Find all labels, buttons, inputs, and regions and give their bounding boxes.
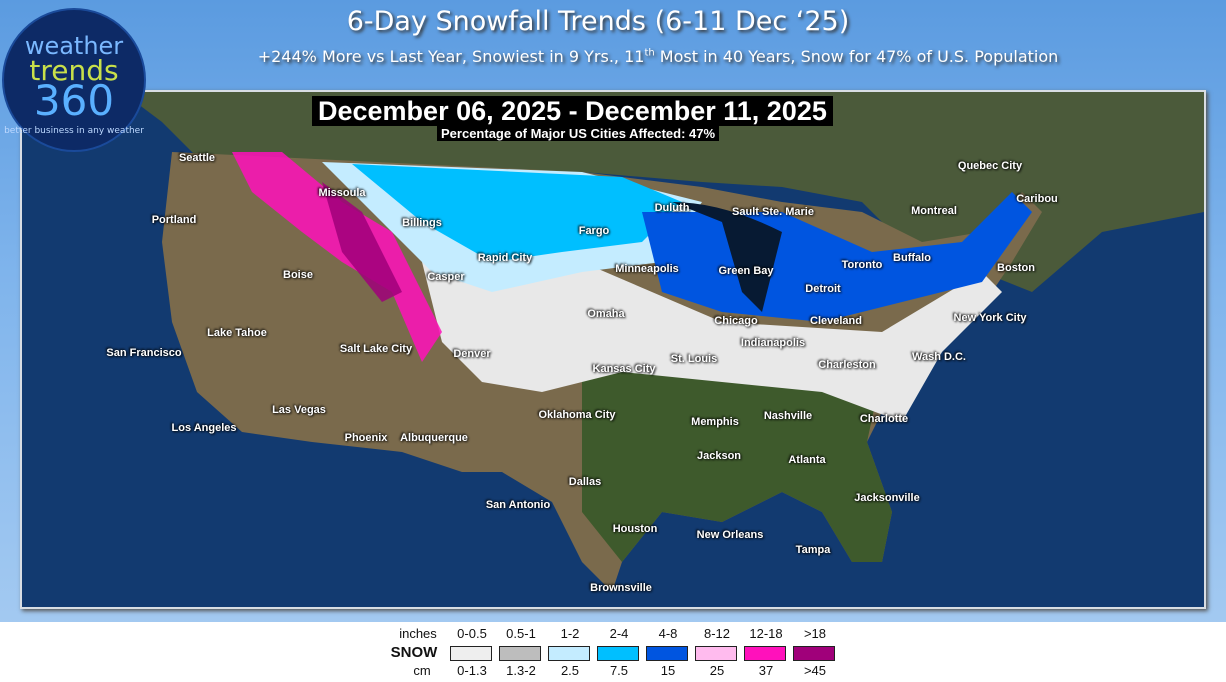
legend-inches-value: 12-18 [749, 626, 783, 641]
southeast-forest [582, 372, 892, 562]
legend-inches-value: 0.5-1 [506, 626, 536, 641]
legend-inches-value: 2-4 [609, 626, 629, 641]
legend-inches-label: inches [399, 626, 437, 641]
city-label: Albuquerque [400, 432, 468, 444]
city-label: Caribou [1016, 193, 1058, 205]
city-label: Charlotte [859, 413, 909, 425]
legend-swatch [695, 646, 737, 661]
city-label: Rapid City [477, 252, 533, 264]
legend-cm-label: cm [413, 663, 431, 678]
city-label: Seattle [178, 152, 216, 164]
city-label: Billings [402, 217, 442, 229]
legend-swatch [499, 646, 541, 661]
city-label: Phoenix [344, 432, 388, 444]
city-label: Missoula [318, 187, 366, 199]
legend-cm-value: 25 [709, 663, 725, 678]
city-label: Dallas [568, 476, 602, 488]
city-label: Los Angeles [171, 422, 237, 434]
logo-line1: weather [24, 32, 124, 60]
subtitle-sup: th [644, 47, 655, 59]
legend-cm-value: 0-1.3 [457, 663, 487, 678]
cities-affected-banner: Percentage of Major US Cities Affected: … [437, 126, 720, 141]
city-label: Kansas City [592, 363, 656, 375]
city-label: Nashville [763, 410, 813, 422]
map-graphic [22, 92, 1204, 607]
snow-purple [322, 182, 402, 302]
legend-inches-value: 8-12 [703, 626, 731, 641]
subtitle-text-end: Most in 40 Years, Snow for 47% of U.S. P… [654, 47, 1059, 66]
legend-cm-value: 7.5 [609, 663, 629, 678]
city-label: Denver [453, 348, 491, 360]
city-label: Portland [151, 214, 197, 226]
city-label: Omaha [587, 308, 625, 320]
city-label: Wash D.C. [912, 351, 966, 363]
city-label: Jacksonville [854, 492, 920, 504]
subtitle-text: +244% More vs Last Year, Snowiest in 9 Y… [257, 47, 645, 66]
city-label: Las Vegas [272, 404, 326, 416]
city-label: New Orleans [696, 529, 764, 541]
city-label: Detroit [805, 283, 841, 295]
city-label: Duluth [654, 202, 690, 214]
logo-line3: 360 [33, 76, 115, 125]
city-label: San Francisco [106, 347, 182, 359]
city-label: New York City [953, 312, 1027, 324]
city-label: Oklahoma City [538, 409, 616, 421]
date-range-banner: December 06, 2025 - December 11, 2025 [312, 96, 833, 126]
city-label: Salt Lake City [339, 343, 413, 355]
legend-inches-value: 4-8 [658, 626, 678, 641]
legend-swatch [450, 646, 492, 661]
city-label: Sault Ste. Marie [732, 206, 814, 218]
city-label: Casper [427, 271, 465, 283]
city-label: Chicago [714, 315, 758, 327]
legend: inches SNOW cm 0-0.5 0-1.3 0.5-1 1.3-2 1-2 2.… [0, 622, 1226, 682]
snow-magenta [232, 152, 442, 362]
legend-cm-value: >45 [803, 663, 827, 678]
city-label: Memphis [691, 416, 739, 428]
city-label: Jackson [696, 450, 742, 462]
city-label: Atlanta [788, 454, 826, 466]
city-label: Tampa [795, 544, 831, 556]
page-title: 6-Day Snowfall Trends (6-11 Dec ‘25) [346, 6, 850, 37]
weathertrends360-logo: weather trends 360 better business in an… [2, 8, 146, 152]
legend-snow-label: SNOW [390, 644, 438, 661]
city-label: Cleveland [810, 315, 862, 327]
snow-great-lakes [672, 202, 782, 312]
city-label: Charleston [818, 359, 876, 371]
city-label: Toronto [841, 259, 883, 271]
logo-tagline: better business in any weather [4, 126, 144, 136]
snowfall-map: December 06, 2025 - December 11, 2025 Pe… [20, 90, 1206, 609]
legend-cm-value: 2.5 [560, 663, 580, 678]
city-label: San Antonio [485, 499, 551, 511]
legend-swatch [548, 646, 590, 661]
legend-swatch [744, 646, 786, 661]
city-label: Brownsville [590, 582, 652, 594]
legend-inches-value: 0-0.5 [457, 626, 487, 641]
city-label: Houston [612, 523, 658, 535]
city-label: Montreal [911, 205, 957, 217]
city-label: Fargo [578, 225, 610, 237]
city-label: Quebec City [957, 160, 1023, 172]
legend-inches-value: 1-2 [560, 626, 580, 641]
city-label: Minneapolis [615, 263, 679, 275]
legend-cm-value: 37 [758, 663, 774, 678]
snow-2-4 [352, 164, 682, 262]
legend-cm-value: 1.3-2 [506, 663, 536, 678]
legend-swatch [793, 646, 835, 661]
legend-cm-value: 15 [660, 663, 676, 678]
snow-light-gray [422, 262, 1002, 422]
city-label: Lake Tahoe [207, 327, 267, 339]
page-subtitle: +244% More vs Last Year, Snowiest in 9 Y… [45, 47, 1226, 66]
city-label: Boise [283, 269, 313, 281]
legend-inches-value: >18 [803, 626, 827, 641]
logo-line2: trends [29, 54, 119, 87]
city-label: St. Louis [670, 353, 718, 365]
legend-swatch [646, 646, 688, 661]
city-label: Indianapolis [740, 337, 806, 349]
legend-swatch [597, 646, 639, 661]
city-label: Green Bay [718, 265, 774, 277]
city-label: Boston [997, 262, 1035, 274]
city-label: Buffalo [893, 252, 931, 264]
